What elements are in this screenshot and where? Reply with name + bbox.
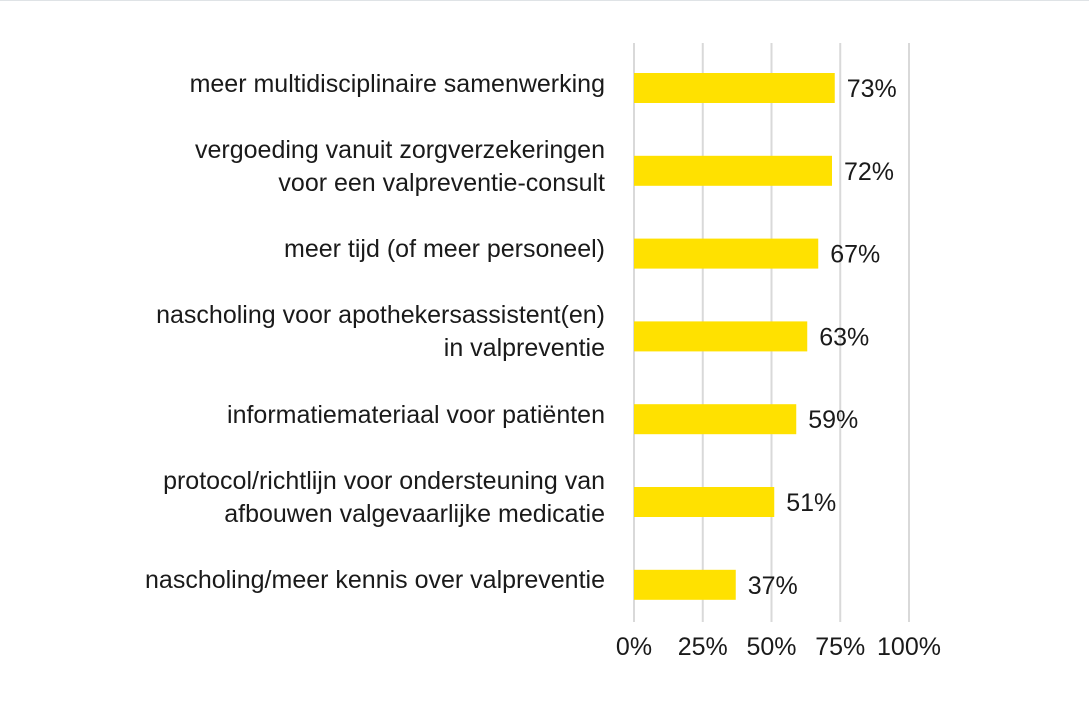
- bar: [634, 155, 832, 186]
- bar: [634, 73, 835, 103]
- bar: [634, 238, 819, 269]
- data-label: 59%: [808, 406, 858, 434]
- x-tick-label: 0%: [616, 633, 652, 661]
- category-label: meer multidisciplinaire samenwerking: [5, 68, 605, 101]
- category-label-line: meer multidisciplinaire samenwerking: [189, 69, 605, 98]
- bar: [634, 404, 797, 435]
- data-label: 37%: [748, 572, 798, 600]
- x-tick-label: 50%: [746, 633, 796, 661]
- category-label-line: voor een valpreventie-consult: [278, 168, 605, 197]
- bar: [634, 569, 736, 600]
- x-tick-label: 75%: [815, 633, 865, 661]
- category-label-line: nascholing voor apothekersassistent(en): [156, 301, 605, 330]
- category-label: protocol/richtlijn voor ondersteuning va…: [5, 465, 605, 531]
- category-label-line: afbouwen valgevaarlijke medicatie: [224, 500, 605, 528]
- category-label-line: in valpreventie: [443, 334, 605, 363]
- category-label-line: vergoeding vanuit zorgverzekeringen: [195, 135, 605, 164]
- category-label-line: nascholing/meer kennis over valpreventie: [145, 566, 605, 595]
- data-label: 67%: [830, 241, 880, 269]
- x-tick-label: 25%: [678, 633, 728, 661]
- category-label-line: informatiemateriaal voor patiënten: [227, 400, 605, 429]
- category-label-line: protocol/richtlijn voor ondersteuning va…: [163, 467, 605, 495]
- category-label: meer tijd (of meer personeel): [5, 233, 605, 266]
- data-label: 51%: [786, 489, 836, 517]
- category-label: nascholing/meer kennis over valpreventie: [5, 564, 605, 597]
- category-label-line: meer tijd (of meer personeel): [284, 235, 605, 264]
- x-tick-label: 100%: [877, 633, 941, 661]
- category-label: nascholing voor apothekersassistent(en) i…: [5, 299, 605, 365]
- bar: [634, 321, 808, 352]
- top-divider: [0, 0, 1089, 1]
- category-label: vergoeding vanuit zorgverzekeringen voor …: [5, 134, 605, 200]
- data-label: 73%: [847, 75, 897, 103]
- bar: [634, 487, 775, 517]
- data-label: 63%: [819, 323, 869, 351]
- category-label: informatiemateriaal voor patiënten: [5, 399, 605, 432]
- data-label: 72%: [844, 158, 894, 186]
